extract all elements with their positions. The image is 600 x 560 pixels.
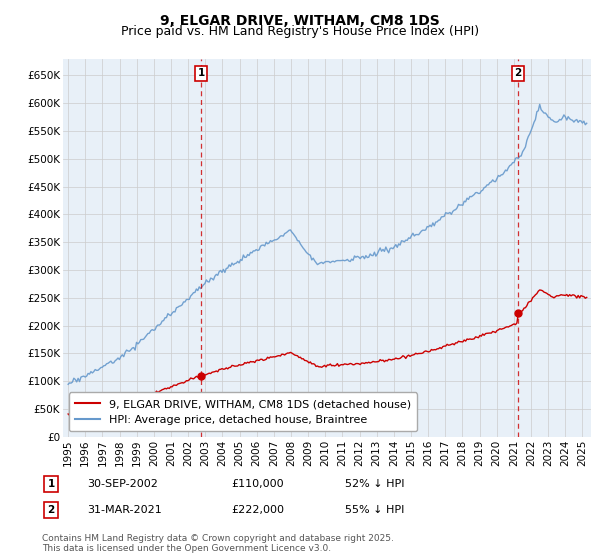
Text: £110,000: £110,000 (231, 479, 284, 489)
Text: 2: 2 (515, 68, 522, 78)
Text: 55% ↓ HPI: 55% ↓ HPI (345, 505, 404, 515)
Legend: 9, ELGAR DRIVE, WITHAM, CM8 1DS (detached house), HPI: Average price, detached h: 9, ELGAR DRIVE, WITHAM, CM8 1DS (detache… (68, 393, 418, 431)
Text: Contains HM Land Registry data © Crown copyright and database right 2025.
This d: Contains HM Land Registry data © Crown c… (42, 534, 394, 553)
Text: 1: 1 (47, 479, 55, 489)
Text: 9, ELGAR DRIVE, WITHAM, CM8 1DS: 9, ELGAR DRIVE, WITHAM, CM8 1DS (160, 14, 440, 28)
Text: 1: 1 (197, 68, 205, 78)
Text: 31-MAR-2021: 31-MAR-2021 (87, 505, 162, 515)
Text: 30-SEP-2002: 30-SEP-2002 (87, 479, 158, 489)
Text: £222,000: £222,000 (231, 505, 284, 515)
Text: 52% ↓ HPI: 52% ↓ HPI (345, 479, 404, 489)
Text: Price paid vs. HM Land Registry's House Price Index (HPI): Price paid vs. HM Land Registry's House … (121, 25, 479, 38)
Text: 2: 2 (47, 505, 55, 515)
